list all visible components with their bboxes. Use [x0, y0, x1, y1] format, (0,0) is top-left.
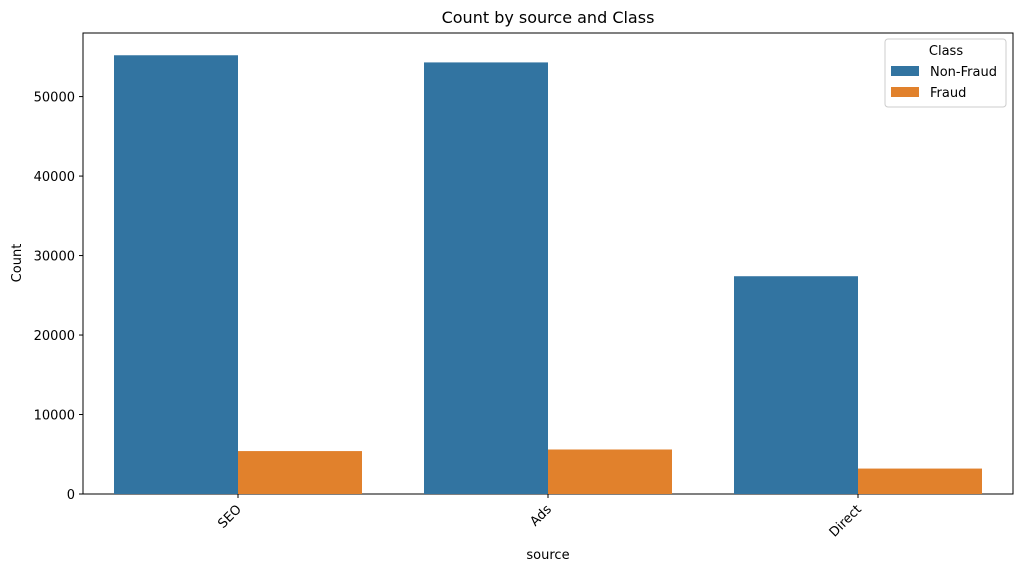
x-tick-label-ads: Ads — [527, 502, 555, 530]
legend-swatch-non-fraud — [891, 66, 919, 76]
y-tick-label: 30000 — [34, 250, 75, 265]
y-axis-ticks: 0 10000 20000 30000 40000 50000 — [34, 91, 83, 503]
y-tick-label: 0 — [67, 488, 75, 503]
bars-group — [114, 55, 982, 494]
x-tick-label-seo: SEO — [215, 502, 244, 531]
legend-entry-non-fraud: Non-Fraud — [930, 65, 997, 80]
bar-seo-fraud — [238, 451, 362, 494]
bar-direct-non-fraud — [734, 276, 858, 494]
y-tick-label: 20000 — [34, 329, 75, 344]
chart-title: Count by source and Class — [442, 8, 655, 27]
bar-seo-non-fraud — [114, 55, 238, 494]
bar-direct-fraud — [858, 468, 982, 494]
y-tick-label: 10000 — [34, 409, 75, 424]
legend-entry-fraud: Fraud — [930, 86, 966, 101]
y-tick-label: 40000 — [34, 170, 75, 185]
legend-swatch-fraud — [891, 87, 919, 97]
x-axis-label: source — [526, 548, 569, 563]
bar-ads-non-fraud — [424, 62, 548, 494]
x-tick-label-direct: Direct — [827, 502, 865, 540]
x-axis-ticks: SEO Ads Direct — [215, 494, 865, 540]
legend: Class Non-Fraud Fraud — [884, 38, 1007, 108]
y-axis-label: Count — [10, 244, 25, 283]
bar-ads-fraud — [548, 449, 672, 494]
legend-title: Class — [929, 44, 963, 59]
y-tick-label: 50000 — [34, 91, 75, 106]
